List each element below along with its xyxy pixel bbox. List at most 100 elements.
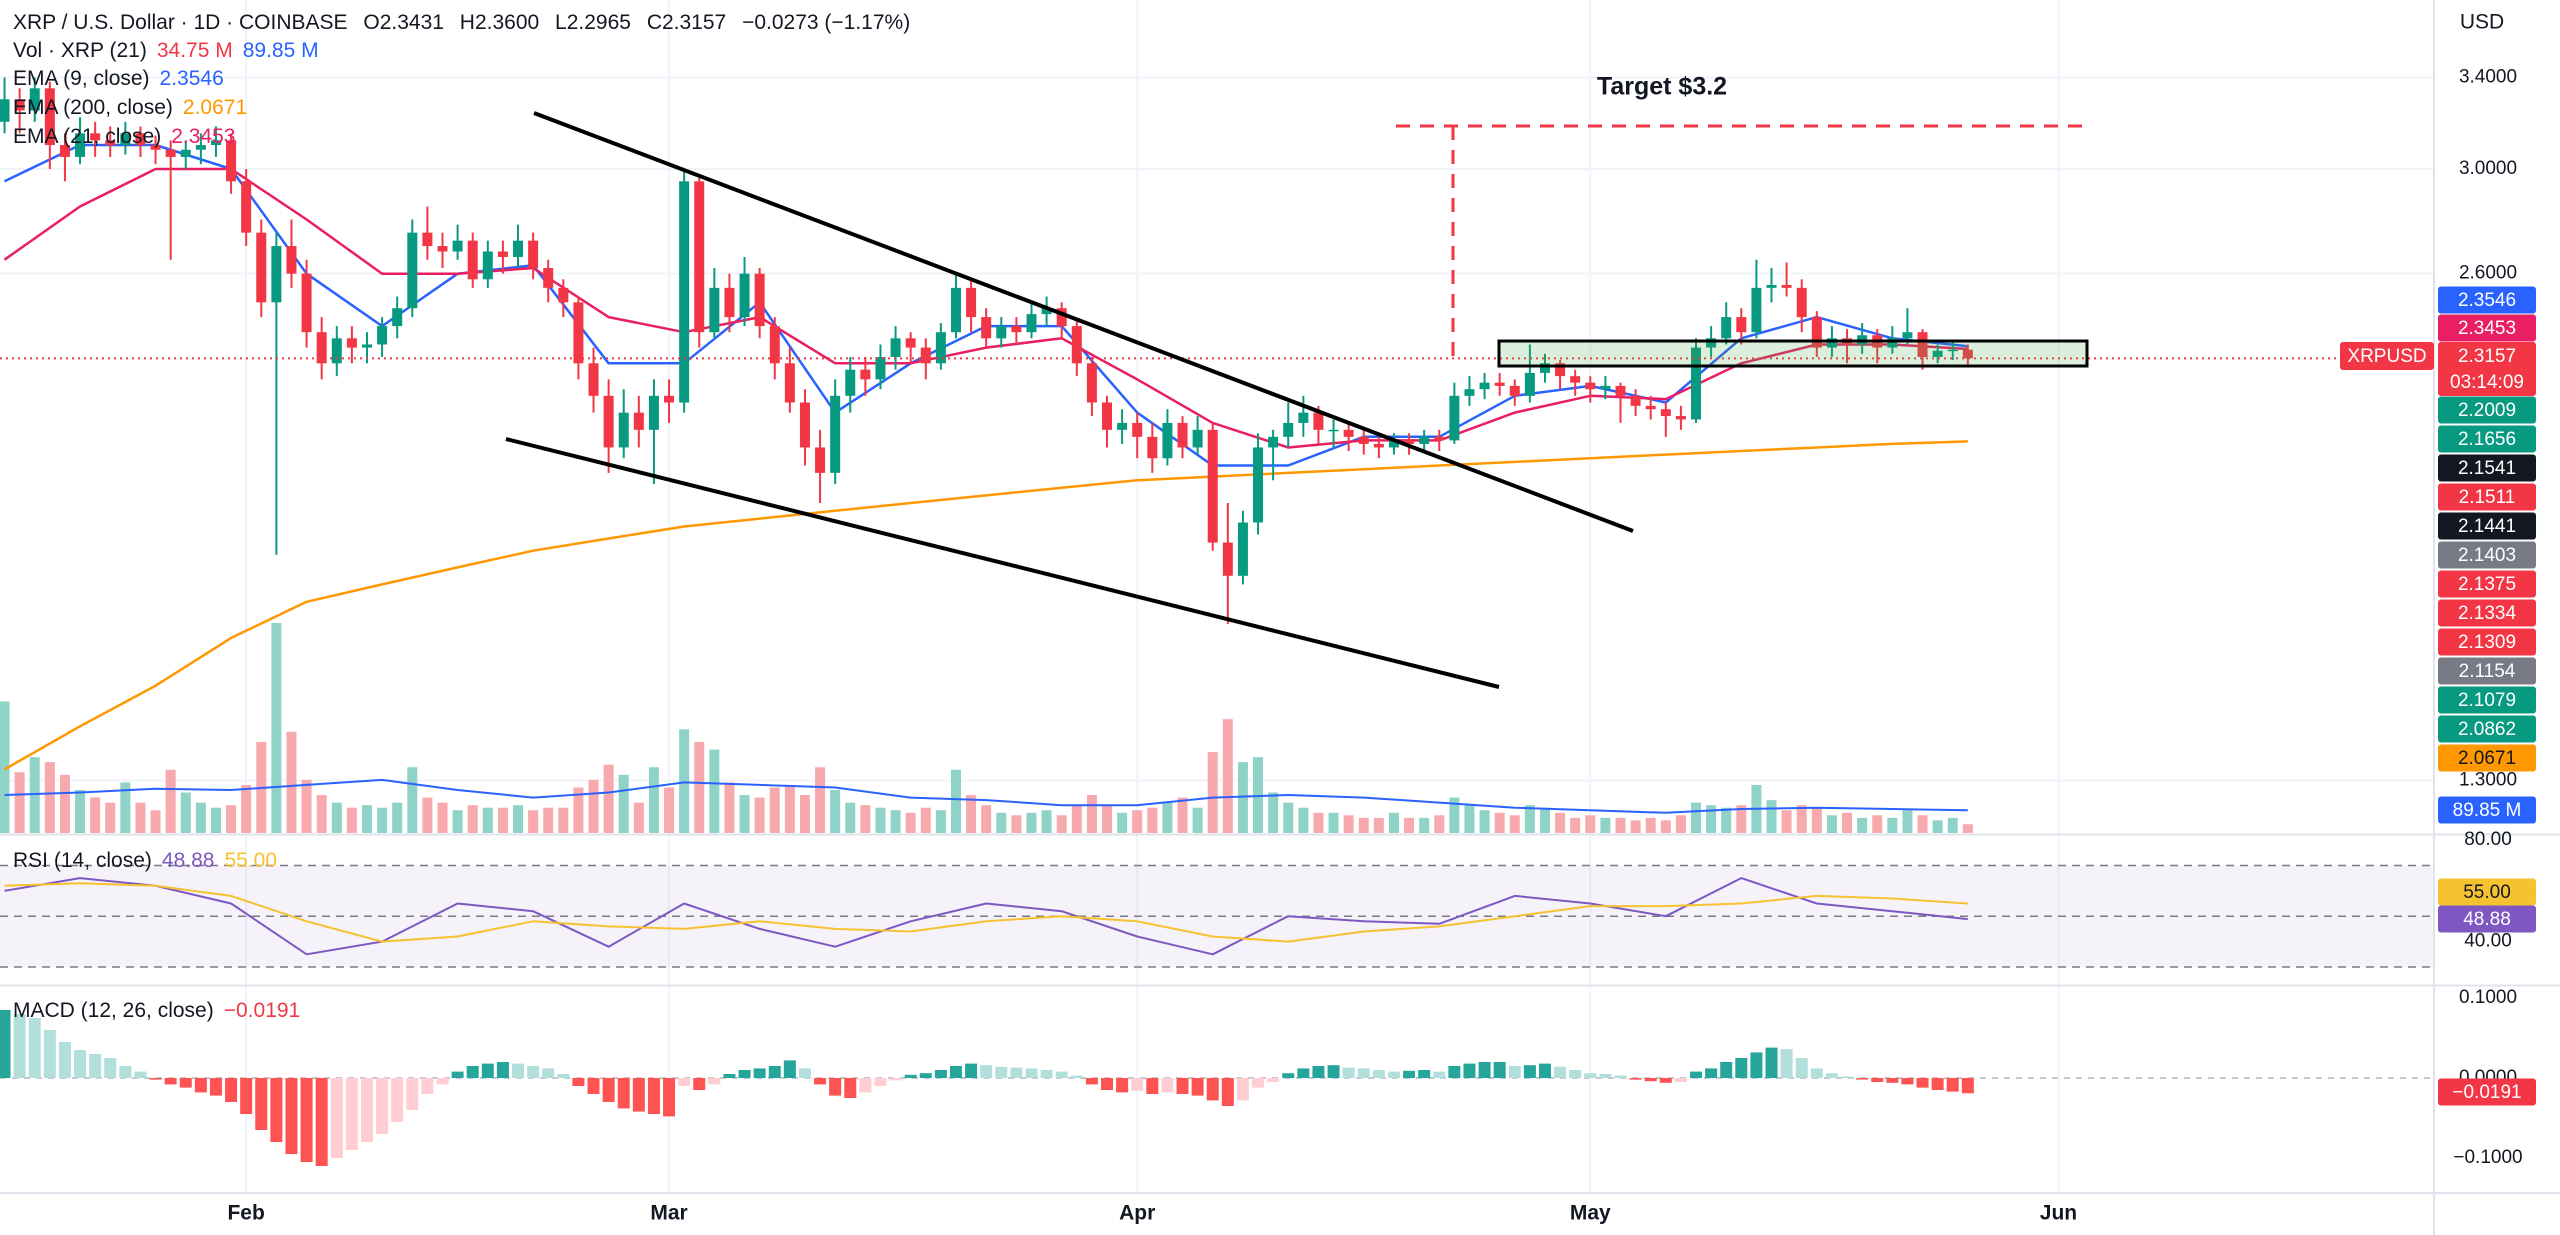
volume-bar bbox=[950, 769, 961, 833]
macd-bar bbox=[1931, 1078, 1944, 1090]
ema-badge: 2.3546 bbox=[2458, 290, 2516, 311]
candle-body bbox=[1479, 382, 1490, 390]
macd-bar bbox=[1252, 1078, 1265, 1088]
volume-bar bbox=[1842, 812, 1853, 833]
candle-body bbox=[1358, 436, 1369, 444]
volume-bar bbox=[1358, 817, 1369, 833]
candle-body bbox=[1162, 422, 1173, 459]
ema-name: EMA (21, close) bbox=[13, 125, 161, 148]
candle-body bbox=[1887, 338, 1898, 348]
volume-bar bbox=[195, 802, 206, 833]
rsi-value: 55.00 bbox=[224, 849, 277, 872]
macd-bar bbox=[965, 1063, 978, 1078]
volume-bar bbox=[210, 807, 221, 833]
macd-bar bbox=[1705, 1068, 1718, 1078]
macd-bar bbox=[1055, 1071, 1068, 1078]
macd-bar bbox=[1629, 1078, 1642, 1080]
macd-bar bbox=[602, 1078, 615, 1102]
grid bbox=[0, 0, 2433, 1192]
macd-bar bbox=[919, 1073, 932, 1078]
volume-bar bbox=[1268, 792, 1279, 833]
macd-bar bbox=[345, 1078, 358, 1150]
ema-legend: EMA (200, close) 2.0671 bbox=[13, 96, 247, 119]
macd-bar bbox=[1871, 1078, 1884, 1082]
volume-bar bbox=[1343, 815, 1354, 833]
candle-body bbox=[1086, 363, 1097, 403]
candle-body bbox=[467, 240, 478, 280]
macd-bar bbox=[0, 1010, 11, 1078]
volume-bar bbox=[1615, 817, 1626, 833]
volume-bar bbox=[241, 784, 252, 833]
volume-bar bbox=[407, 767, 418, 833]
price-badge-bg bbox=[2438, 425, 2536, 453]
candle-body bbox=[1313, 412, 1324, 430]
macd-bar bbox=[255, 1078, 268, 1130]
volume-bar bbox=[1192, 807, 1203, 833]
volume-bar bbox=[377, 807, 388, 833]
ema-name: EMA (200, close) bbox=[13, 96, 173, 119]
candle-body bbox=[1630, 395, 1641, 406]
macd-bar bbox=[814, 1078, 827, 1085]
volume-bar bbox=[513, 805, 524, 833]
candle-body bbox=[1494, 382, 1505, 386]
rsi-ma-badge-bg bbox=[2438, 878, 2536, 906]
macd-bar bbox=[436, 1078, 449, 1085]
rsi-line bbox=[4, 882, 1968, 943]
volume-bar bbox=[467, 805, 478, 833]
volume-bar bbox=[1479, 810, 1490, 833]
candle-body bbox=[875, 356, 886, 380]
volume-bar bbox=[1132, 810, 1143, 833]
macd-bar bbox=[1161, 1078, 1174, 1093]
candle-body bbox=[1781, 284, 1792, 288]
macd-bar bbox=[1116, 1078, 1129, 1093]
volume-bar bbox=[1555, 812, 1566, 833]
candle-body bbox=[935, 332, 946, 364]
trend-line-lower bbox=[505, 437, 1500, 689]
price-badge: 2.1079 bbox=[2458, 690, 2516, 711]
ema-value: 2.3546 bbox=[160, 67, 224, 90]
macd-bar bbox=[1614, 1075, 1627, 1078]
ema-name: EMA (9, close) bbox=[13, 67, 150, 90]
volume-bar bbox=[29, 757, 40, 833]
ema-badge-bg bbox=[2438, 314, 2536, 342]
trend-line-upper bbox=[533, 111, 1634, 533]
candle-body bbox=[799, 402, 810, 448]
volume-bar bbox=[437, 802, 448, 833]
macd-bar bbox=[617, 1078, 630, 1109]
candle-body bbox=[1177, 422, 1188, 448]
macd-badge: −0.0191 bbox=[2452, 1082, 2521, 1103]
macd-bar bbox=[391, 1078, 404, 1122]
macd-bar bbox=[134, 1071, 147, 1078]
candle-body bbox=[482, 251, 493, 280]
candle-body bbox=[694, 181, 705, 333]
candle-body bbox=[920, 347, 931, 364]
candle-body bbox=[1706, 338, 1717, 348]
volume-bar bbox=[286, 731, 297, 833]
volume-bar bbox=[1675, 815, 1686, 833]
candle-body bbox=[1721, 317, 1732, 339]
candle-body bbox=[1766, 284, 1777, 288]
candle-body bbox=[407, 232, 418, 309]
volume-bar bbox=[724, 782, 735, 833]
y-tick-label: 0.1000 bbox=[2459, 987, 2517, 1008]
candle-body bbox=[724, 287, 735, 318]
volume-ma-badge: 89.85 M bbox=[2453, 800, 2522, 821]
macd-bar bbox=[1191, 1078, 1204, 1096]
macd-bar bbox=[949, 1066, 962, 1078]
rsi-line bbox=[4, 877, 1968, 956]
macd-bar bbox=[1010, 1067, 1023, 1078]
ema-value: 2.3453 bbox=[171, 125, 235, 148]
macd-bar bbox=[1554, 1066, 1567, 1078]
candle-body bbox=[815, 447, 826, 473]
volume-bar bbox=[618, 774, 629, 833]
macd-bar bbox=[1750, 1052, 1763, 1078]
macd-bar bbox=[421, 1078, 434, 1094]
macd-bar bbox=[1146, 1078, 1159, 1094]
volume-value: 34.75 M bbox=[157, 39, 233, 62]
price-badge-bg bbox=[2438, 599, 2536, 627]
macd-bar bbox=[1025, 1068, 1038, 1078]
x-tick-label: Apr bbox=[1119, 1202, 1155, 1225]
macd-bar bbox=[1372, 1070, 1385, 1078]
candle-body bbox=[1343, 429, 1354, 437]
candle-body bbox=[513, 240, 524, 257]
